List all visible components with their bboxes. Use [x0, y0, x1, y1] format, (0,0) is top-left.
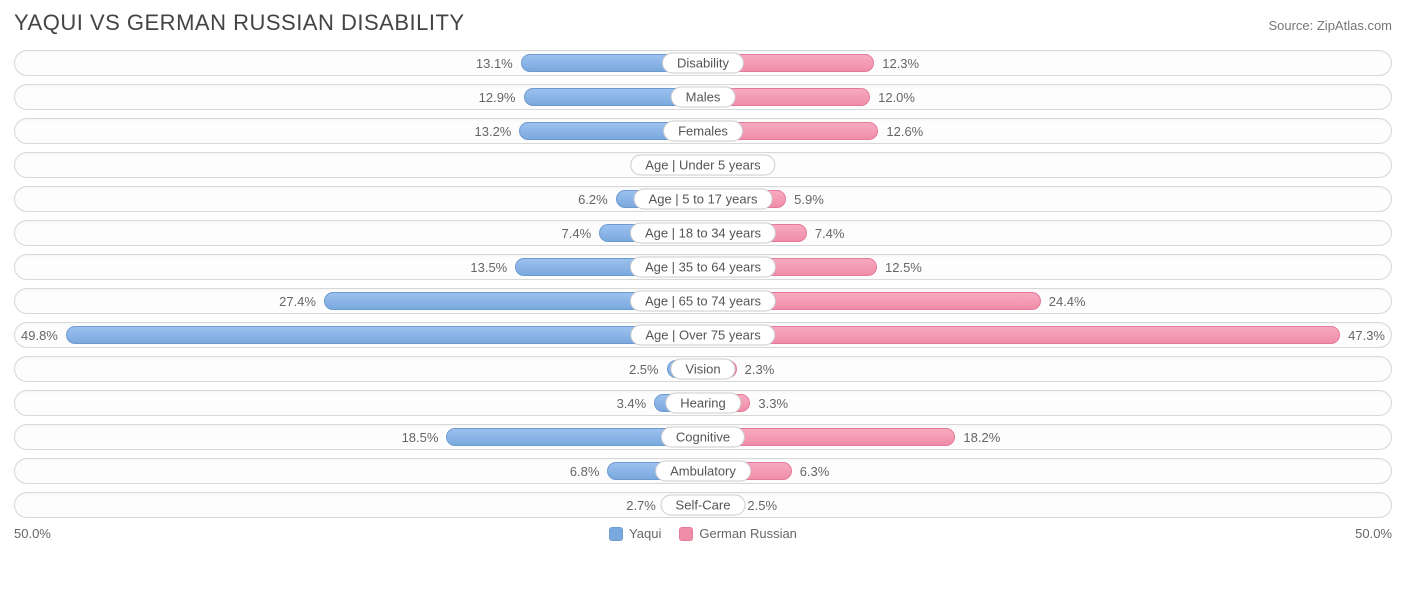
row-right-half: 47.3%	[703, 323, 1391, 347]
left-value: 27.4%	[273, 294, 322, 309]
right-value: 24.4%	[1043, 294, 1092, 309]
right-value: 18.2%	[957, 430, 1006, 445]
chart-header: YAQUI VS GERMAN RUSSIAN DISABILITY Sourc…	[14, 10, 1392, 36]
row-right-half: 2.3%	[703, 357, 1391, 381]
chart-row: 2.5% 2.3% Vision	[14, 356, 1392, 382]
chart-row: 3.4% 3.3% Hearing	[14, 390, 1392, 416]
chart-row: 49.8% 47.3% Age | Over 75 years	[14, 322, 1392, 348]
left-value: 2.7%	[620, 498, 662, 513]
category-label: Vision	[670, 359, 735, 380]
row-left-half: 7.4%	[15, 221, 703, 245]
chart-row: 1.2%1.6%Age | Under 5 years	[14, 152, 1392, 178]
row-right-half: 12.5%	[703, 255, 1391, 279]
chart-title: YAQUI VS GERMAN RUSSIAN DISABILITY	[14, 10, 465, 36]
chart-row: 13.1% 12.3% Disability	[14, 50, 1392, 76]
chart-row: 13.2% 12.6% Females	[14, 118, 1392, 144]
category-label: Disability	[662, 53, 744, 74]
category-label: Cognitive	[661, 427, 745, 448]
row-right-half: 12.3%	[703, 51, 1391, 75]
legend-label-left: Yaqui	[629, 526, 661, 541]
row-left-half: 1.2%	[15, 153, 703, 177]
row-left-half: 13.5%	[15, 255, 703, 279]
row-left-half: 6.8%	[15, 459, 703, 483]
chart-row: 6.2% 5.9% Age | 5 to 17 years	[14, 186, 1392, 212]
category-label: Hearing	[665, 393, 741, 414]
left-value: 2.5%	[623, 362, 665, 377]
axis-left-label: 50.0%	[14, 526, 51, 541]
category-label: Age | 35 to 64 years	[630, 257, 776, 278]
category-label: Age | Over 75 years	[630, 325, 775, 346]
row-right-half: 18.2%	[703, 425, 1391, 449]
row-right-half: 3.3%	[703, 391, 1391, 415]
right-value: 3.3%	[752, 396, 794, 411]
legend-item-left: Yaqui	[609, 526, 661, 541]
row-left-half: 12.9%	[15, 85, 703, 109]
right-value: 2.3%	[739, 362, 781, 377]
row-right-half: 7.4%	[703, 221, 1391, 245]
category-label: Females	[663, 121, 743, 142]
chart-source: Source: ZipAtlas.com	[1268, 18, 1392, 33]
left-value: 6.8%	[564, 464, 606, 479]
right-value: 12.0%	[872, 90, 921, 105]
left-bar	[66, 326, 701, 344]
left-value: 13.1%	[470, 56, 519, 71]
swatch-left	[609, 527, 623, 541]
chart-row: 13.5% 12.5% Age | 35 to 64 years	[14, 254, 1392, 280]
right-value: 12.3%	[876, 56, 925, 71]
chart-row: 12.9% 12.0% Males	[14, 84, 1392, 110]
left-value: 13.5%	[464, 260, 513, 275]
left-value: 13.2%	[469, 124, 518, 139]
row-left-half: 2.5%	[15, 357, 703, 381]
chart-row: 18.5% 18.2% Cognitive	[14, 424, 1392, 450]
chart-row: 7.4% 7.4% Age | 18 to 34 years	[14, 220, 1392, 246]
left-value: 12.9%	[473, 90, 522, 105]
row-right-half: 12.6%	[703, 119, 1391, 143]
chart-footer: 50.0% Yaqui German Russian 50.0%	[14, 526, 1392, 541]
row-right-half: 1.6%	[703, 153, 1391, 177]
row-right-half: 2.5%	[703, 493, 1391, 517]
left-value: 18.5%	[396, 430, 445, 445]
swatch-right	[679, 527, 693, 541]
category-label: Age | Under 5 years	[630, 155, 775, 176]
legend-label-right: German Russian	[699, 526, 797, 541]
category-label: Males	[671, 87, 736, 108]
row-left-half: 2.7%	[15, 493, 703, 517]
left-value: 49.8%	[15, 328, 64, 343]
row-left-half: 49.8%	[15, 323, 703, 347]
chart-row: 6.8% 6.3% Ambulatory	[14, 458, 1392, 484]
right-value: 7.4%	[809, 226, 851, 241]
row-right-half: 12.0%	[703, 85, 1391, 109]
category-label: Age | 5 to 17 years	[634, 189, 773, 210]
category-label: Age | 65 to 74 years	[630, 291, 776, 312]
left-value: 7.4%	[556, 226, 598, 241]
legend-item-right: German Russian	[679, 526, 797, 541]
chart-row: 2.7% 2.5%Self-Care	[14, 492, 1392, 518]
right-bar	[705, 326, 1340, 344]
chart-row: 27.4% 24.4% Age | 65 to 74 years	[14, 288, 1392, 314]
right-value: 47.3%	[1342, 328, 1391, 343]
axis-right-label: 50.0%	[1355, 526, 1392, 541]
right-value: 6.3%	[794, 464, 836, 479]
category-label: Self-Care	[661, 495, 746, 516]
row-left-half: 13.1%	[15, 51, 703, 75]
row-right-half: 6.3%	[703, 459, 1391, 483]
row-left-half: 18.5%	[15, 425, 703, 449]
category-label: Ambulatory	[655, 461, 751, 482]
category-label: Age | 18 to 34 years	[630, 223, 776, 244]
right-value: 2.5%	[741, 498, 783, 513]
row-right-half: 5.9%	[703, 187, 1391, 211]
right-value: 12.6%	[880, 124, 929, 139]
row-left-half: 6.2%	[15, 187, 703, 211]
right-value: 5.9%	[788, 192, 830, 207]
left-value: 6.2%	[572, 192, 614, 207]
legend: Yaqui German Russian	[609, 526, 797, 541]
row-left-half: 27.4%	[15, 289, 703, 313]
row-left-half: 13.2%	[15, 119, 703, 143]
left-value: 3.4%	[611, 396, 653, 411]
row-left-half: 3.4%	[15, 391, 703, 415]
diverging-bar-chart: 13.1% 12.3% Disability 12.9% 12.0% Males 13.2%…	[14, 50, 1392, 518]
right-value: 12.5%	[879, 260, 928, 275]
row-right-half: 24.4%	[703, 289, 1391, 313]
